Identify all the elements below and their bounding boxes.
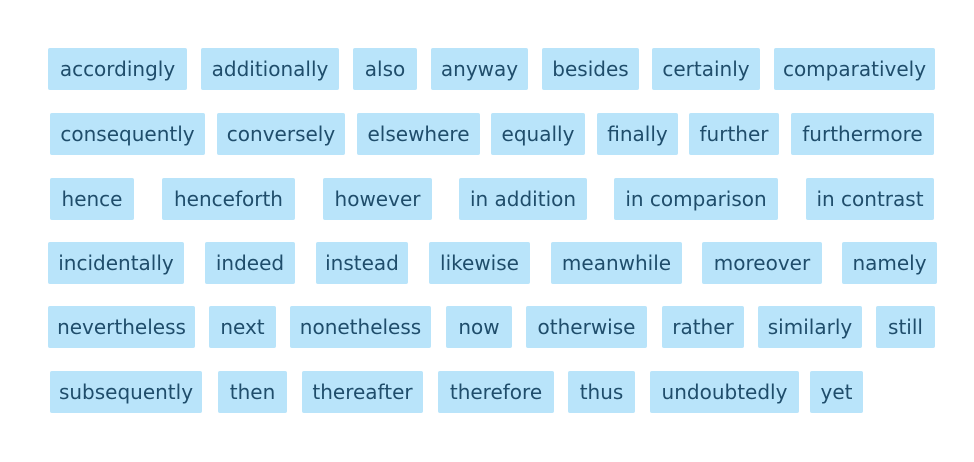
word-chip[interactable]: undoubtedly: [650, 371, 799, 413]
word-chip[interactable]: indeed: [205, 242, 295, 284]
word-chip[interactable]: hence: [50, 178, 134, 220]
word-chip[interactable]: additionally: [201, 48, 339, 90]
word-chip[interactable]: moreover: [702, 242, 822, 284]
word-chip[interactable]: equally: [491, 113, 585, 155]
word-chip[interactable]: certainly: [652, 48, 760, 90]
word-chip[interactable]: incidentally: [48, 242, 184, 284]
word-chip[interactable]: nonetheless: [290, 306, 431, 348]
word-chip[interactable]: henceforth: [162, 178, 295, 220]
word-chip[interactable]: finally: [597, 113, 678, 155]
word-chip[interactable]: comparatively: [774, 48, 935, 90]
word-chip[interactable]: meanwhile: [551, 242, 682, 284]
word-chip[interactable]: yet: [810, 371, 863, 413]
word-chip[interactable]: thereafter: [302, 371, 423, 413]
word-chip[interactable]: further: [689, 113, 779, 155]
word-chip[interactable]: besides: [542, 48, 639, 90]
word-chip[interactable]: accordingly: [48, 48, 187, 90]
word-chip[interactable]: instead: [316, 242, 408, 284]
word-chip[interactable]: rather: [662, 306, 744, 348]
word-chip[interactable]: namely: [842, 242, 937, 284]
word-chip[interactable]: thus: [568, 371, 635, 413]
word-chip[interactable]: still: [876, 306, 935, 348]
word-chip[interactable]: in contrast: [806, 178, 934, 220]
word-chip[interactable]: otherwise: [526, 306, 647, 348]
word-chip[interactable]: also: [353, 48, 417, 90]
word-chip[interactable]: subsequently: [50, 371, 202, 413]
word-chip[interactable]: similarly: [758, 306, 862, 348]
word-chip[interactable]: then: [218, 371, 287, 413]
word-chip[interactable]: however: [323, 178, 432, 220]
word-chip[interactable]: in addition: [459, 178, 587, 220]
word-chip[interactable]: nevertheless: [48, 306, 195, 348]
word-chip[interactable]: now: [446, 306, 512, 348]
word-chip[interactable]: likewise: [429, 242, 530, 284]
word-chip[interactable]: elsewhere: [357, 113, 480, 155]
word-chip[interactable]: anyway: [431, 48, 528, 90]
word-chip[interactable]: in comparison: [614, 178, 778, 220]
word-chip[interactable]: next: [209, 306, 276, 348]
word-chip[interactable]: furthermore: [791, 113, 934, 155]
word-chip[interactable]: therefore: [438, 371, 554, 413]
word-chip[interactable]: consequently: [50, 113, 205, 155]
word-chip[interactable]: conversely: [217, 113, 345, 155]
